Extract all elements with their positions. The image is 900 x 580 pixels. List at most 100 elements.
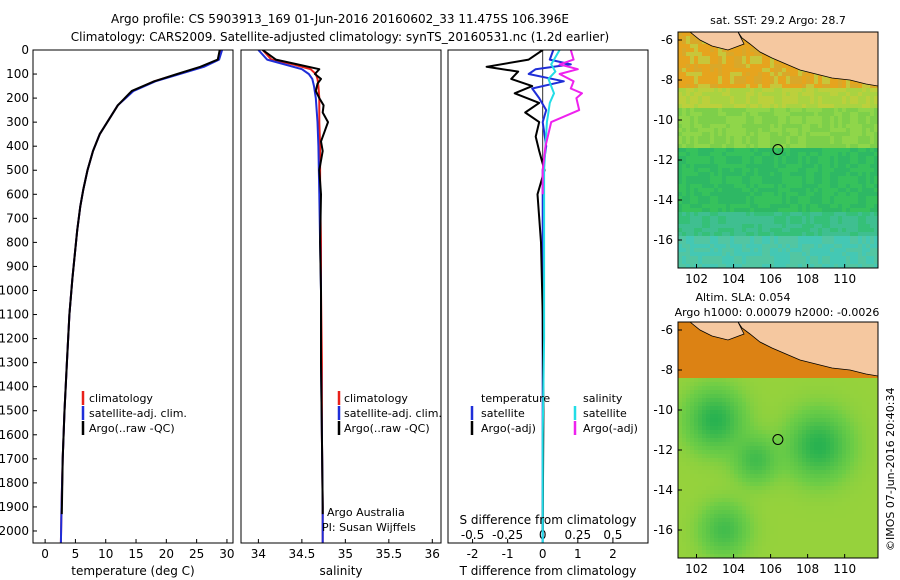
heatmap-cell xyxy=(834,136,839,141)
heatmap-cell xyxy=(754,196,759,201)
heatmap-cell xyxy=(850,462,855,467)
heatmap-cell xyxy=(706,248,711,253)
heatmap-cell xyxy=(750,470,755,475)
heatmap-cell xyxy=(694,370,699,375)
heatmap-cell xyxy=(746,60,751,65)
heatmap-cell xyxy=(690,204,695,209)
heatmap-cell xyxy=(710,386,715,391)
heatmap-cell xyxy=(714,172,719,177)
heatmap-cell xyxy=(682,466,687,471)
heatmap-cell xyxy=(738,426,743,431)
heatmap-cell xyxy=(766,422,771,427)
heatmap-cell xyxy=(678,76,683,81)
heatmap-cell xyxy=(858,434,863,439)
heatmap-cell xyxy=(742,80,747,85)
heatmap-cell xyxy=(694,64,699,69)
heatmap-cell xyxy=(698,232,703,237)
heatmap-cell xyxy=(798,116,803,121)
heatmap-cell xyxy=(786,212,791,217)
heatmap-cell xyxy=(814,84,819,89)
heatmap-cell xyxy=(690,442,695,447)
heatmap-cell xyxy=(702,180,707,185)
heatmap-cell xyxy=(858,200,863,205)
heatmap-cell xyxy=(686,326,691,331)
heatmap-cell xyxy=(822,374,827,379)
heatmap-cell xyxy=(686,260,691,265)
heatmap-cell xyxy=(750,402,755,407)
heatmap-cell xyxy=(722,140,727,145)
heatmap-cell xyxy=(786,208,791,213)
heatmap-cell xyxy=(758,136,763,141)
heatmap-cell xyxy=(798,128,803,133)
heatmap-cell xyxy=(678,450,683,455)
heatmap-cell xyxy=(690,422,695,427)
heatmap-cell xyxy=(870,398,875,403)
heatmap-cell xyxy=(694,116,699,121)
heatmap-cell xyxy=(758,458,763,463)
heatmap-cell xyxy=(858,430,863,435)
heatmap-cell xyxy=(814,378,819,383)
heatmap-cell xyxy=(698,382,703,387)
heatmap-cell xyxy=(870,184,875,189)
heatmap-cell xyxy=(858,92,863,97)
heatmap-cell xyxy=(758,80,763,85)
heatmap-cell xyxy=(782,176,787,181)
heatmap-cell xyxy=(682,92,687,97)
heatmap-cell xyxy=(710,156,715,161)
heatmap-cell xyxy=(726,204,731,209)
heatmap-cell xyxy=(742,354,747,359)
heatmap-cell xyxy=(750,204,755,209)
heatmap-cell xyxy=(698,390,703,395)
heatmap-cell xyxy=(762,378,767,383)
heatmap-cell xyxy=(698,458,703,463)
heatmap-cell xyxy=(830,144,835,149)
heatmap-cell xyxy=(706,84,711,89)
heatmap-cell xyxy=(722,148,727,153)
heatmap-cell xyxy=(686,36,691,41)
heatmap-cell xyxy=(694,196,699,201)
heatmap-cell xyxy=(734,128,739,133)
heatmap-cell xyxy=(726,386,731,391)
heatmap-cell xyxy=(766,84,771,89)
heatmap-cell xyxy=(754,92,759,97)
heatmap-cell xyxy=(826,434,831,439)
heatmap-cell xyxy=(806,252,811,257)
heatmap-cell xyxy=(850,256,855,261)
heatmap-cell xyxy=(722,466,727,471)
heatmap-cell xyxy=(742,442,747,447)
heatmap-cell xyxy=(822,192,827,197)
heatmap-cell xyxy=(806,160,811,165)
heatmap-cell xyxy=(778,184,783,189)
y-tick-label: 1000 xyxy=(0,283,29,297)
heatmap-cell xyxy=(862,236,867,241)
heatmap-cell xyxy=(834,124,839,129)
heatmap-cell xyxy=(690,398,695,403)
heatmap-cell xyxy=(838,84,843,89)
heatmap-cell xyxy=(718,140,723,145)
heatmap-cell xyxy=(714,68,719,73)
heatmap-cell xyxy=(754,208,759,213)
heatmap-cell xyxy=(706,434,711,439)
heatmap-cell xyxy=(742,200,747,205)
heatmap-cell xyxy=(806,466,811,471)
heatmap-cell xyxy=(750,144,755,149)
heatmap-cell xyxy=(790,180,795,185)
heatmap-cell xyxy=(686,184,691,189)
heatmap-cell xyxy=(746,156,751,161)
heatmap-cell xyxy=(798,160,803,165)
heatmap-cell xyxy=(806,96,811,101)
heatmap-cell xyxy=(758,430,763,435)
heatmap-cell xyxy=(798,104,803,109)
sla-map-panel: Altim. SLA: 0.054 Argo h1000: 0.00079 h2… xyxy=(653,291,879,576)
heatmap-cell xyxy=(706,100,711,105)
heatmap-cell xyxy=(738,418,743,423)
heatmap-cell xyxy=(698,52,703,57)
heatmap-cell xyxy=(802,264,807,268)
heatmap-cell xyxy=(690,36,695,41)
heatmap-cell xyxy=(730,354,735,359)
heatmap-cell xyxy=(678,52,683,57)
heatmap-cell xyxy=(694,414,699,419)
heatmap-cell xyxy=(838,224,843,229)
heatmap-cell xyxy=(706,200,711,205)
heatmap-cell xyxy=(818,410,823,415)
